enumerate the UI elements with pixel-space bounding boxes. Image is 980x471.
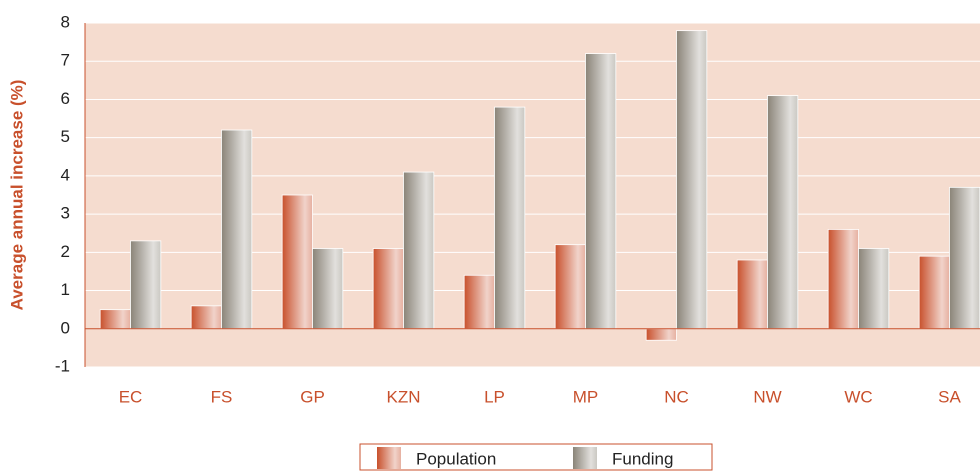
y-tick-label: 7	[61, 51, 70, 70]
bar	[463, 274, 495, 330]
y-tick-label: 4	[61, 165, 70, 184]
bar	[736, 259, 768, 330]
bar	[190, 305, 222, 330]
x-tick-label: KZN	[387, 387, 421, 406]
legend-label: Funding	[612, 449, 673, 468]
y-tick-label: 6	[61, 89, 70, 108]
bar	[585, 53, 617, 330]
bar	[312, 248, 344, 330]
x-tick-label: GP	[300, 387, 325, 406]
bar	[767, 95, 799, 330]
y-tick-label: 1	[61, 280, 70, 299]
bar	[676, 30, 708, 330]
y-tick-label: 0	[61, 318, 70, 337]
legend-label: Population	[416, 449, 496, 468]
bar	[827, 228, 859, 330]
bar	[494, 106, 526, 330]
x-tick-label: SA	[938, 387, 961, 406]
bar	[372, 248, 404, 330]
y-tick-label: 3	[61, 204, 70, 223]
x-tick-label: MP	[573, 387, 599, 406]
y-tick-label: 5	[61, 127, 70, 146]
x-tick-label: NC	[664, 387, 689, 406]
bar	[130, 240, 162, 330]
x-tick-label: LP	[484, 387, 505, 406]
y-tick-label: 2	[61, 242, 70, 261]
x-tick-label: EC	[119, 387, 143, 406]
legend-swatch	[573, 447, 597, 469]
bar	[281, 194, 313, 330]
bar	[403, 171, 435, 330]
legend-swatch	[377, 447, 401, 469]
x-tick-label: WC	[844, 387, 872, 406]
y-tick-label: -1	[55, 356, 70, 375]
y-tick-label: 8	[61, 12, 70, 31]
bar	[918, 255, 950, 330]
legend	[359, 443, 713, 471]
x-tick-label: FS	[211, 387, 233, 406]
x-tick-label: NW	[753, 387, 781, 406]
y-axis-label: Average annual increase (%)	[7, 80, 26, 311]
bar	[949, 186, 980, 330]
bar	[645, 328, 677, 341]
bar	[554, 244, 586, 330]
bar	[221, 129, 253, 330]
bar	[99, 309, 131, 330]
bar	[858, 248, 890, 330]
